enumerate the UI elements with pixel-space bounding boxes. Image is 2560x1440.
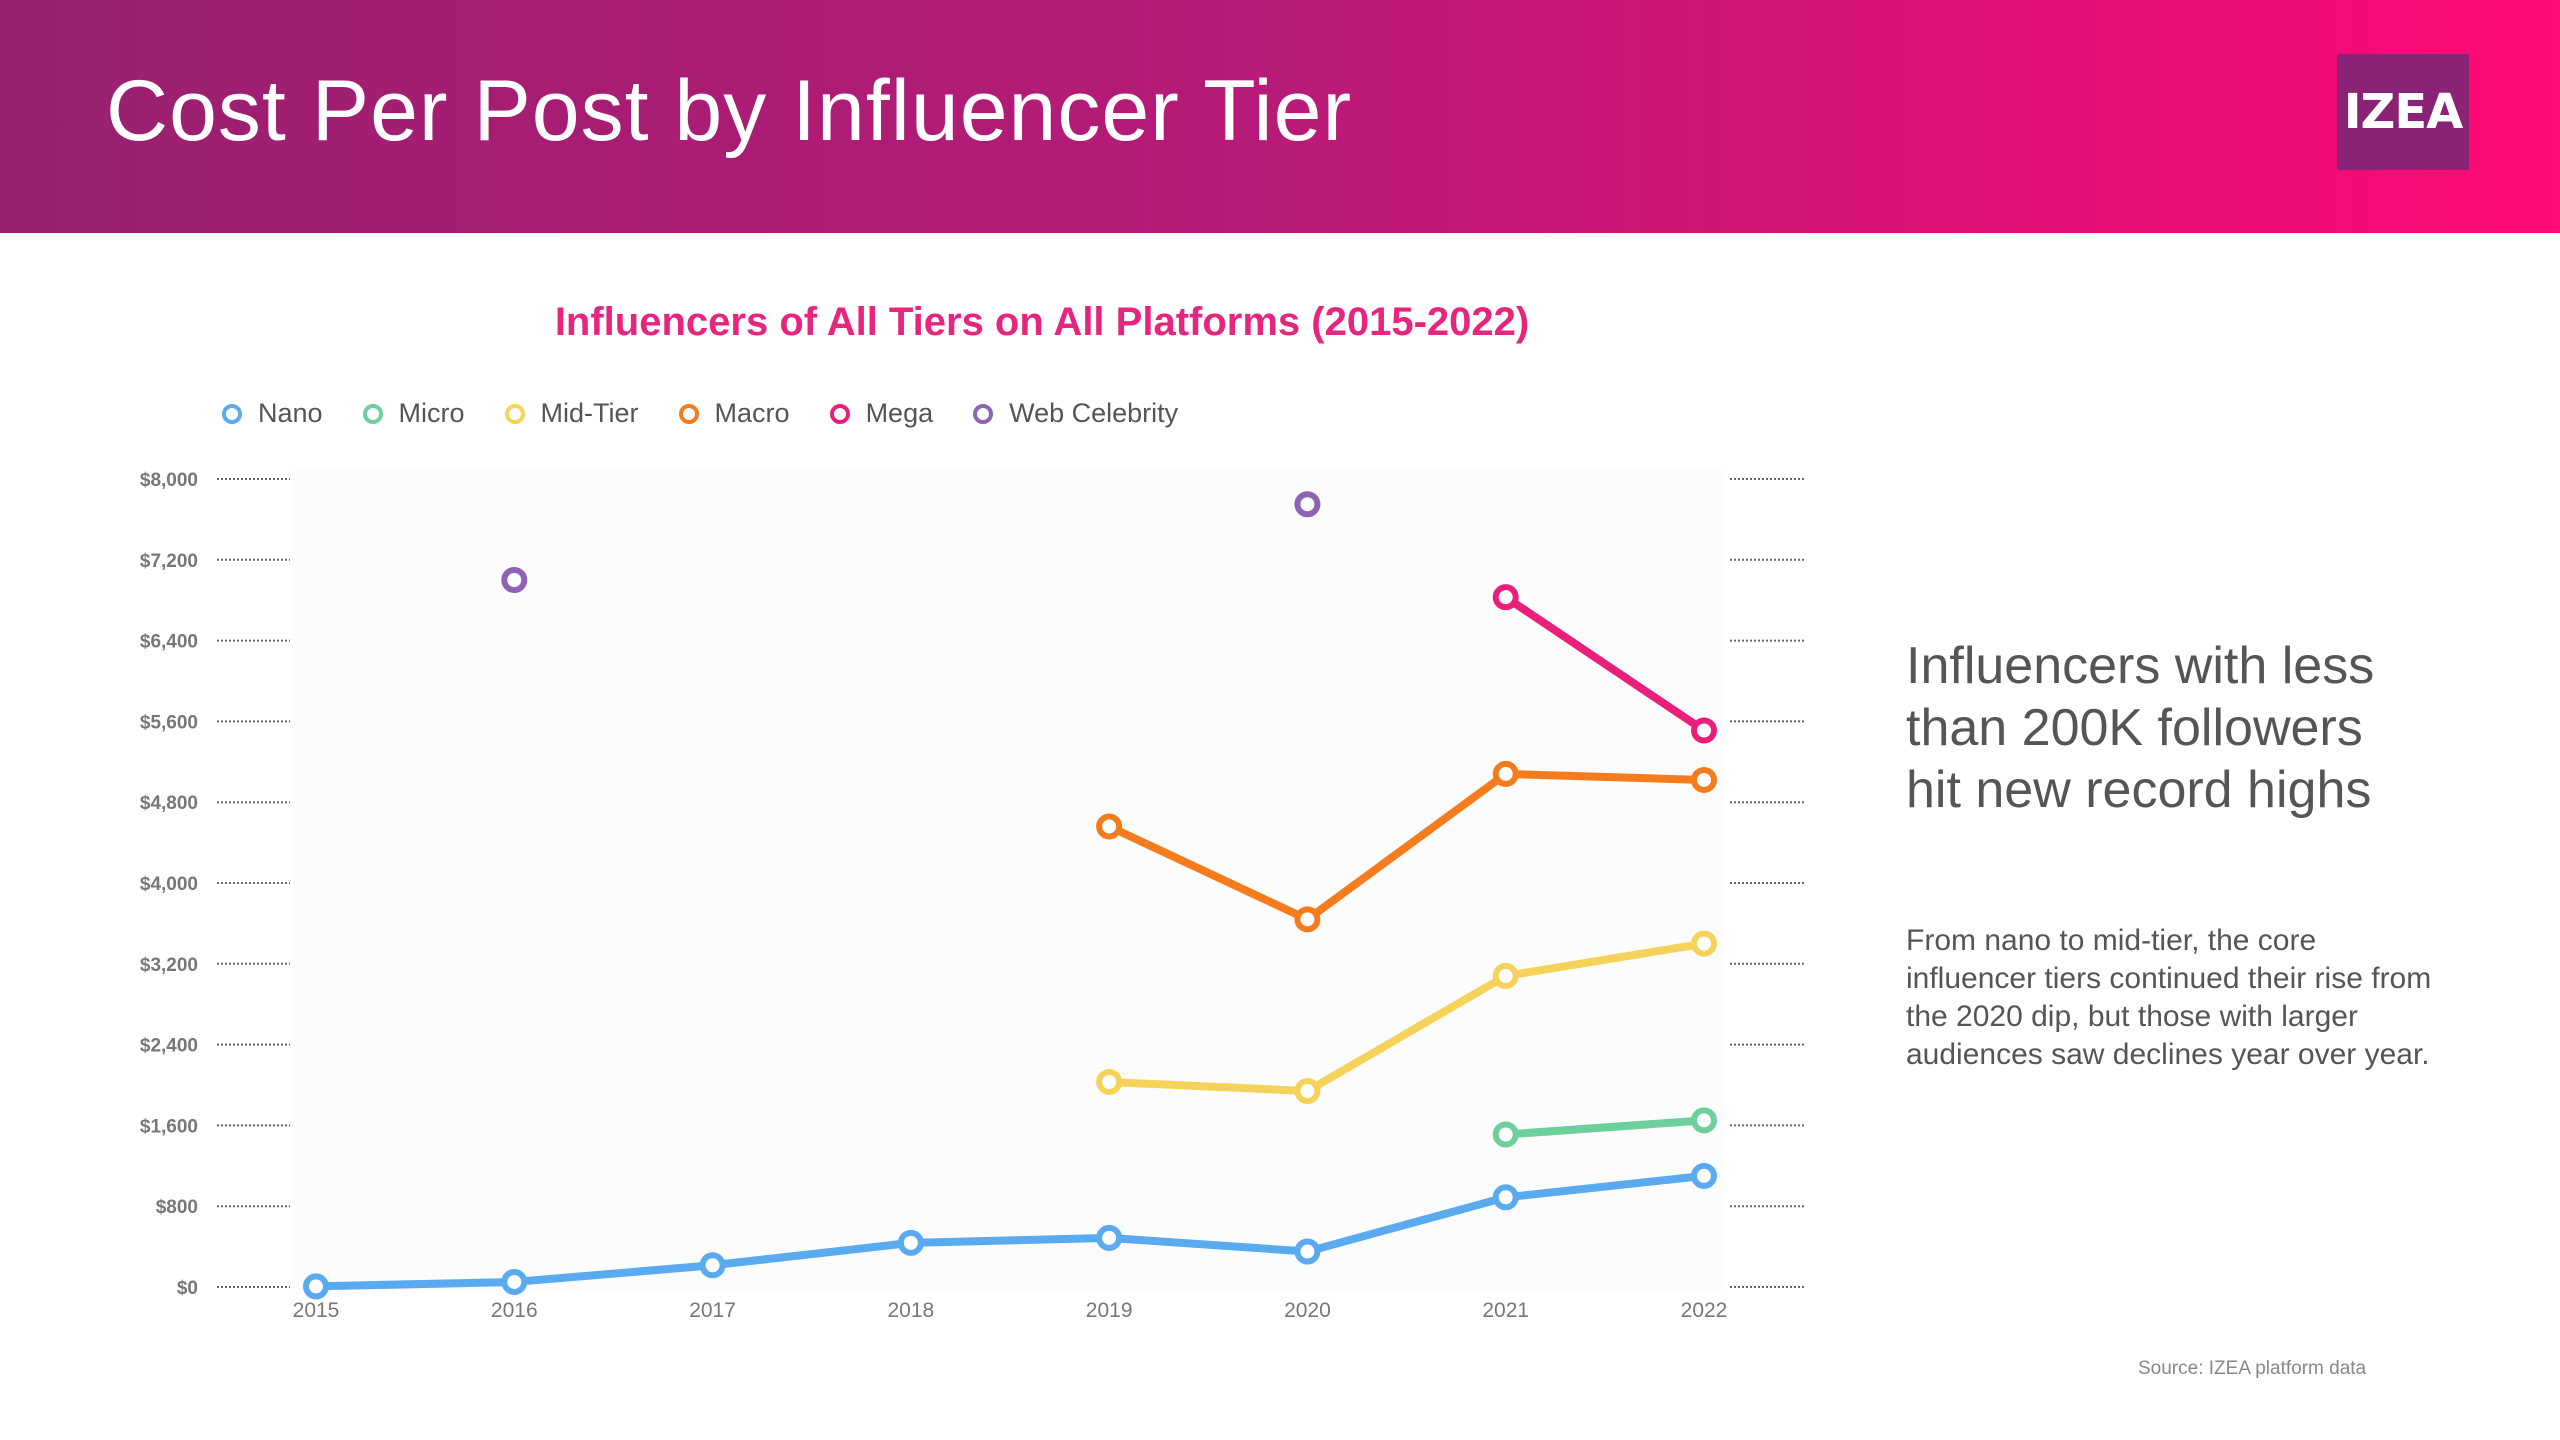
series-line-macro	[1105, 822, 1312, 924]
legend-item-nano: Nano	[222, 398, 323, 429]
legend-label: Web Celebrity	[1009, 398, 1179, 428]
series-line-macro	[1501, 769, 1708, 784]
series-line-mid-tier	[1105, 1077, 1312, 1096]
data-point-nano	[501, 1268, 528, 1295]
data-point-nano	[1096, 1224, 1123, 1251]
series-line-macro	[1303, 769, 1510, 924]
data-point-macro	[1492, 760, 1519, 787]
series-line-nano	[510, 1261, 717, 1286]
data-point-mid-tier	[1691, 930, 1717, 957]
chart-title: Influencers of All Tiers on All Platform…	[554, 300, 1530, 344]
source-note: Source: IZEA platform data	[2138, 1358, 2367, 1379]
y-tick-label: $4,000	[140, 874, 198, 895]
data-point-micro	[1492, 1121, 1519, 1148]
y-tick-label: $4,800	[140, 793, 198, 814]
legend-swatch	[678, 403, 699, 424]
series-line-nano	[312, 1277, 519, 1291]
y-tick-label: $800	[156, 1197, 198, 1218]
x-tick-label: 2021	[1482, 1299, 1529, 1322]
y-tick-label: $6,400	[140, 632, 198, 653]
series-line-nano	[1501, 1171, 1708, 1202]
legend-label: Macro	[714, 398, 790, 428]
x-tick-label: 2016	[491, 1299, 538, 1322]
data-point-macro	[1691, 766, 1717, 793]
izea-logo: IZEA	[2337, 54, 2469, 170]
x-tick-label: 2019	[1086, 1299, 1133, 1322]
data-point-mid-tier	[1492, 962, 1519, 989]
legend-swatch	[973, 403, 994, 424]
legend-label: Mega	[865, 398, 934, 428]
data-point-nano	[1492, 1184, 1519, 1211]
x-tick-label: 2020	[1284, 1299, 1331, 1322]
legend-item-web-celebrity: Web Celebrity	[973, 398, 1178, 429]
x-tick-label: 2022	[1681, 1299, 1728, 1322]
data-point-mid-tier	[1096, 1068, 1123, 1095]
y-tick-label: $5,600	[140, 712, 198, 733]
series-line-nano	[708, 1238, 915, 1270]
y-tick-label: $0	[177, 1278, 198, 1299]
series-line-nano	[1105, 1233, 1312, 1256]
series-line-mid-tier	[1501, 939, 1708, 980]
y-tick-label: $7,200	[140, 551, 198, 572]
series-line-mega	[1501, 593, 1708, 735]
legend-swatch	[504, 403, 525, 424]
data-point-web-celebrity	[501, 567, 528, 593]
legend-item-mega: Mega	[829, 398, 934, 429]
data-point-macro	[1096, 813, 1123, 840]
y-tick-label: $3,200	[140, 955, 198, 976]
data-point-nano	[1691, 1162, 1717, 1189]
data-point-web-celebrity	[1294, 491, 1321, 518]
series-line-nano	[1303, 1193, 1510, 1256]
x-tick-label: 2015	[293, 1299, 340, 1322]
data-point-nano	[699, 1252, 726, 1279]
data-point-mega	[1691, 717, 1717, 744]
legend-item-micro: Micro	[362, 398, 465, 429]
x-tick-label: 2017	[689, 1299, 736, 1322]
data-point-mid-tier	[1294, 1078, 1321, 1105]
callout-body: From nano to mid-tier, the core influenc…	[1906, 924, 2432, 1071]
header-banner: Cost Per Post by Influencer Tier IZEA	[0, 0, 2560, 233]
chart-legend: Nano Micro Mid-Tier Macro Mega Web Celebrity	[222, 398, 1218, 429]
data-point-micro	[1691, 1107, 1717, 1134]
legend-label: Mid-Tier	[540, 398, 639, 428]
legend-swatch	[829, 403, 850, 424]
series-line-mid-tier	[1303, 971, 1510, 1096]
page-title: Cost Per Post by Influencer Tier	[106, 63, 1353, 159]
legend-item-mid-tier: Mid-Tier	[504, 398, 639, 429]
plot-area	[292, 470, 1724, 1290]
data-point-nano	[303, 1273, 329, 1300]
y-tick-label: $1,600	[140, 1116, 198, 1137]
legend-label: Nano	[258, 398, 323, 428]
data-point-mega	[1492, 584, 1519, 611]
legend-label: Micro	[398, 398, 465, 428]
series-line-nano	[906, 1233, 1114, 1247]
x-tick-label: 2018	[887, 1299, 934, 1322]
legend-swatch	[222, 403, 242, 424]
data-point-nano	[1294, 1238, 1321, 1265]
legend-swatch	[362, 403, 383, 424]
y-tick-label: $8,000	[140, 470, 198, 491]
y-tick-label: $2,400	[140, 1036, 198, 1057]
legend-item-macro: Macro	[678, 398, 790, 429]
callout-heading: Influencers with less than 200K follower…	[1906, 637, 2375, 819]
series-line-micro	[1501, 1116, 1708, 1139]
data-point-macro	[1294, 906, 1321, 933]
logo-text: IZEA	[2343, 84, 2464, 140]
data-point-nano	[897, 1229, 924, 1256]
